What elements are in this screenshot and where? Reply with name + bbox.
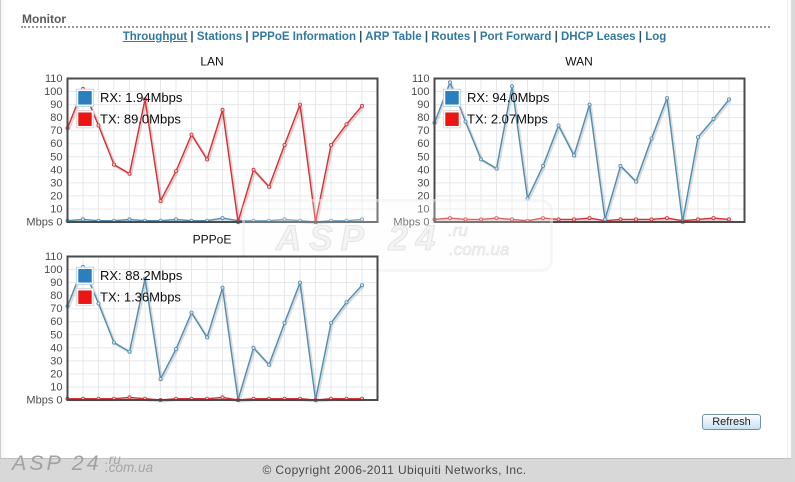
svg-text:Mbps 0: Mbps 0	[26, 395, 62, 407]
svg-text:30: 30	[417, 177, 429, 189]
svg-text:20: 20	[417, 190, 429, 202]
svg-text:90: 90	[417, 99, 429, 111]
svg-text:30: 30	[50, 177, 62, 189]
svg-text:20: 20	[50, 190, 62, 202]
svg-text:Mbps 0: Mbps 0	[393, 217, 429, 229]
svg-text:70: 70	[50, 125, 62, 137]
svg-text:10: 10	[50, 382, 62, 394]
svg-text:100: 100	[411, 86, 429, 98]
svg-text:TX: 1.36Mbps: TX: 1.36Mbps	[100, 289, 181, 304]
svg-text:40: 40	[417, 164, 429, 176]
svg-text:10: 10	[50, 204, 62, 216]
svg-text:100: 100	[44, 264, 62, 276]
svg-text:80: 80	[50, 290, 62, 302]
svg-text:60: 60	[417, 138, 429, 150]
svg-text:50: 50	[50, 151, 62, 163]
svg-text:20: 20	[50, 368, 62, 380]
svg-text:80: 80	[50, 112, 62, 124]
svg-text:30: 30	[50, 355, 62, 367]
svg-text:70: 70	[417, 125, 429, 137]
svg-text:LAN: LAN	[200, 55, 223, 69]
svg-text:WAN: WAN	[565, 55, 593, 69]
svg-text:60: 60	[50, 316, 62, 328]
svg-text:50: 50	[417, 151, 429, 163]
svg-text:90: 90	[50, 99, 62, 111]
svg-text:60: 60	[50, 138, 62, 150]
svg-text:TX: 2.07Mbps: TX: 2.07Mbps	[467, 111, 548, 126]
svg-text:RX: 94.0Mbps: RX: 94.0Mbps	[467, 90, 550, 105]
svg-text:PPPoE: PPPoE	[193, 233, 232, 247]
svg-text:40: 40	[50, 342, 62, 354]
svg-text:110: 110	[45, 73, 63, 85]
svg-text:110: 110	[45, 251, 63, 263]
svg-text:40: 40	[50, 164, 62, 176]
svg-text:TX: 89.0Mbps: TX: 89.0Mbps	[100, 111, 181, 126]
svg-text:RX: 1.94Mbps: RX: 1.94Mbps	[100, 90, 183, 105]
svg-text:RX: 88.2Mbps: RX: 88.2Mbps	[100, 268, 183, 283]
svg-text:90: 90	[50, 277, 62, 289]
svg-text:10: 10	[417, 204, 429, 216]
svg-text:110: 110	[412, 73, 430, 85]
svg-text:50: 50	[50, 329, 62, 341]
svg-text:100: 100	[44, 86, 62, 98]
svg-text:80: 80	[417, 112, 429, 124]
svg-text:70: 70	[50, 303, 62, 315]
svg-text:Mbps 0: Mbps 0	[26, 217, 62, 229]
